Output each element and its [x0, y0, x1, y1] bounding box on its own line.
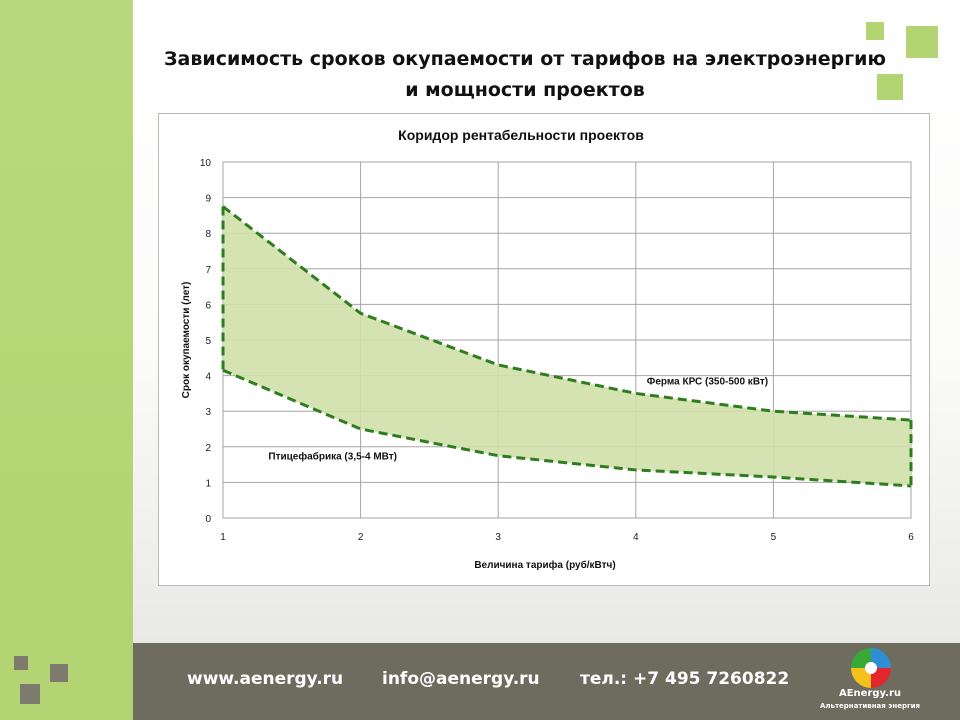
email-link[interactable]: info@aenergy.ru [382, 669, 540, 689]
y-tick-label: 3 [205, 407, 211, 418]
phone-number: тел.: +7 495 7260822 [580, 669, 790, 689]
slide-title-line2: и мощности проектов [405, 79, 645, 101]
y-tick-label: 5 [205, 336, 211, 347]
left-accent-band [0, 0, 133, 643]
series-line-lower [222, 368, 912, 488]
series-annotation-upper: Ферма КРС (350-500 кВт) [647, 377, 768, 388]
x-tick-label: 6 [908, 532, 914, 543]
x-tick-label: 5 [771, 532, 777, 543]
chart-frame: 0 1 2 3 4 5 6 7 8 9 10 1 2 3 4 5 6 Коридор рентабельности… [158, 113, 930, 586]
chart-title: Коридор рентабельности проектов [398, 127, 644, 143]
slide-title-line1: Зависимость сроков окупаемости от тарифо… [164, 48, 886, 70]
decor-square-2 [906, 26, 938, 58]
y-tick-label: 4 [205, 372, 211, 383]
footer-decor-square-2 [50, 664, 68, 682]
corridor-area [223, 206, 911, 486]
y-tick-label: 8 [205, 229, 211, 240]
footer-decor-square-1 [14, 656, 28, 670]
website-link[interactable]: www.aenergy.ru [187, 669, 344, 689]
y-tick-label: 9 [205, 194, 211, 205]
slide-title: Зависимость сроков окупаемости от тарифо… [140, 44, 910, 106]
x-axis-label: Величина тарифа (руб/кВтч) [474, 559, 615, 571]
y-tick-label: 0 [205, 514, 211, 525]
y-tick-label: 2 [205, 443, 211, 454]
decor-square-3 [877, 74, 903, 100]
logo-mark-icon [851, 648, 891, 688]
logo-name: AEnergy.ru [838, 688, 901, 699]
x-tick-label: 1 [220, 532, 226, 543]
footer-accent [0, 643, 133, 720]
y-axis-label: Срок окупаемости (лет) [181, 282, 192, 399]
x-tick-label: 2 [358, 532, 364, 543]
y-tick-label: 7 [205, 265, 211, 276]
aenergy-logo: AEnergy.ru Альтернативная энергия [800, 647, 940, 717]
footer-bar: www.aenergy.ru info@aenergy.ru тел.: +7 … [0, 643, 960, 720]
x-tick-label: 3 [495, 532, 501, 543]
y-tick-label: 1 [205, 478, 211, 489]
logo-tagline: Альтернативная энергия [819, 702, 921, 710]
series-annotation-lower: Птицефабрика (3,5-4 МВт) [268, 450, 397, 462]
series-line-upper [222, 205, 912, 422]
footer-decor-square-3 [20, 684, 40, 704]
x-tick-label: 4 [633, 532, 639, 543]
y-tick-label: 10 [200, 158, 212, 169]
decor-square-1 [866, 22, 884, 40]
y-tick-label: 6 [205, 300, 211, 311]
